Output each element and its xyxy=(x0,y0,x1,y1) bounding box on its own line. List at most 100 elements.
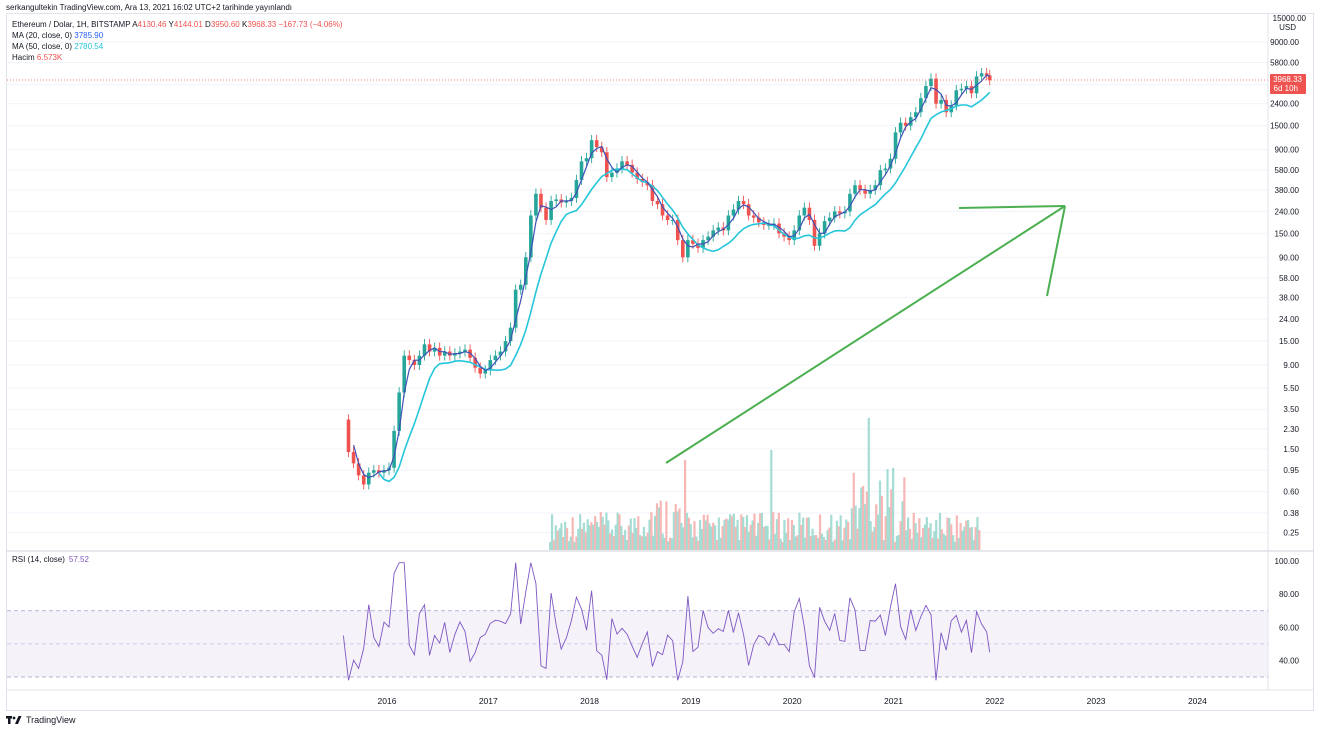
volume-bar xyxy=(886,469,889,550)
price-tick-label: 1.50 xyxy=(1283,445,1299,454)
candle-body xyxy=(706,236,710,241)
candle-body xyxy=(594,140,599,148)
candle-body xyxy=(883,168,888,171)
volume-bar xyxy=(768,539,771,550)
volume-bar xyxy=(700,529,704,550)
ma20-row[interactable]: MA (20, close, 0) 3785.90 xyxy=(12,30,343,41)
candle-body xyxy=(929,78,933,87)
candle-body xyxy=(392,430,396,468)
candle-body xyxy=(848,193,852,212)
volume-bar xyxy=(659,500,662,550)
candle-body xyxy=(767,224,771,226)
volume-bar xyxy=(837,526,840,550)
volume-bar xyxy=(753,513,756,550)
volume-bar xyxy=(616,512,619,550)
candle-body xyxy=(817,233,822,246)
high-value: 4144.01 xyxy=(173,20,203,29)
time-tick-label: 2020 xyxy=(783,696,802,706)
rsi-axis[interactable]: 100.00 80.00 60.00 40.00 xyxy=(1275,557,1300,665)
volume-bar xyxy=(860,487,863,550)
candle-body xyxy=(691,240,695,244)
volume-bar xyxy=(847,521,850,550)
candle-body xyxy=(549,200,553,220)
candle-body xyxy=(939,99,943,104)
arrow-shaft xyxy=(665,205,1066,464)
volume-bar xyxy=(794,536,797,550)
candle-body xyxy=(493,355,498,361)
volume-bar xyxy=(897,534,900,550)
candle-body xyxy=(832,211,837,218)
candle-body xyxy=(812,219,817,246)
volume-row[interactable]: Hacim 6.573K xyxy=(12,52,343,63)
volume-bar xyxy=(785,532,788,550)
volume-bar xyxy=(817,537,820,550)
volume-bar xyxy=(914,523,917,550)
volume-bar xyxy=(865,491,868,550)
volume-bar xyxy=(747,531,750,550)
candle-body xyxy=(873,185,878,190)
candle-body xyxy=(442,351,447,356)
volume-bar xyxy=(803,537,807,550)
candle-body xyxy=(868,189,873,194)
volume-bar xyxy=(961,530,964,550)
volume-bar xyxy=(575,536,578,550)
price-tick-label: 5.50 xyxy=(1283,384,1299,393)
volume-bar xyxy=(783,520,786,550)
volume-bar xyxy=(558,528,561,550)
volume-bar xyxy=(850,508,854,550)
candle-body xyxy=(696,243,700,248)
volume-bar xyxy=(562,537,565,550)
volume-bar xyxy=(805,517,809,550)
volume-bar xyxy=(781,541,784,550)
volume-bar xyxy=(610,529,614,550)
candle-body xyxy=(529,215,533,258)
price-tick-label: 15.00 xyxy=(1279,337,1300,346)
volume-bar xyxy=(727,519,730,550)
volume-bar xyxy=(652,535,655,550)
candle-body xyxy=(665,215,670,220)
price-axis[interactable]: 9000.005800.003600.002400.001500.00900.0… xyxy=(1270,38,1299,538)
volume-bar xyxy=(710,526,713,550)
volume-bar xyxy=(877,514,880,550)
volume-bar xyxy=(691,537,694,550)
candle-body xyxy=(853,185,857,194)
volume-bar xyxy=(706,514,709,550)
volume-bar xyxy=(901,501,904,550)
volume-bar xyxy=(912,512,915,550)
candle-body xyxy=(984,73,989,76)
candle-body xyxy=(615,168,619,173)
volume-bar xyxy=(758,513,762,550)
volume-bar xyxy=(657,507,660,550)
volume-bar xyxy=(734,526,737,550)
volume-bar xyxy=(678,508,681,550)
volume-bar xyxy=(685,512,689,550)
candle-body xyxy=(574,179,579,198)
volume-bar xyxy=(550,514,554,550)
candle-body xyxy=(599,147,604,153)
candle-body xyxy=(797,215,802,231)
candle-body xyxy=(579,161,584,180)
drawing-arrow[interactable] xyxy=(665,205,1066,464)
ma50-value: 2780.54 xyxy=(74,42,104,51)
volume-bar xyxy=(818,514,822,550)
volume-bar xyxy=(732,513,735,550)
candle-body xyxy=(777,223,781,234)
volume-bar xyxy=(970,527,973,550)
volume-bar xyxy=(592,524,595,550)
volume-bar xyxy=(590,522,593,550)
ma50-row[interactable]: MA (50, close, 0) 2780.54 xyxy=(12,41,343,52)
candle-body xyxy=(605,152,609,178)
candle-body xyxy=(584,158,589,162)
price-tick-label: 2.30 xyxy=(1283,425,1299,434)
candle-body xyxy=(635,172,640,180)
rsi-legend[interactable]: RSI (14, close) 57.52 xyxy=(12,555,89,564)
volume-bar xyxy=(597,526,601,550)
symbol-row: Ethereum / Dolar, 1H, BITSTAMP A4130.46 … xyxy=(12,19,343,30)
time-axis[interactable]: 2016 2017 2018 2019 2020 2021 2022 2023 2024 xyxy=(378,696,1208,706)
volume-bar xyxy=(764,525,767,550)
volume-bar xyxy=(618,514,621,550)
volume-bar xyxy=(693,521,696,550)
candle-body xyxy=(544,207,548,220)
volume-bar xyxy=(856,528,859,550)
